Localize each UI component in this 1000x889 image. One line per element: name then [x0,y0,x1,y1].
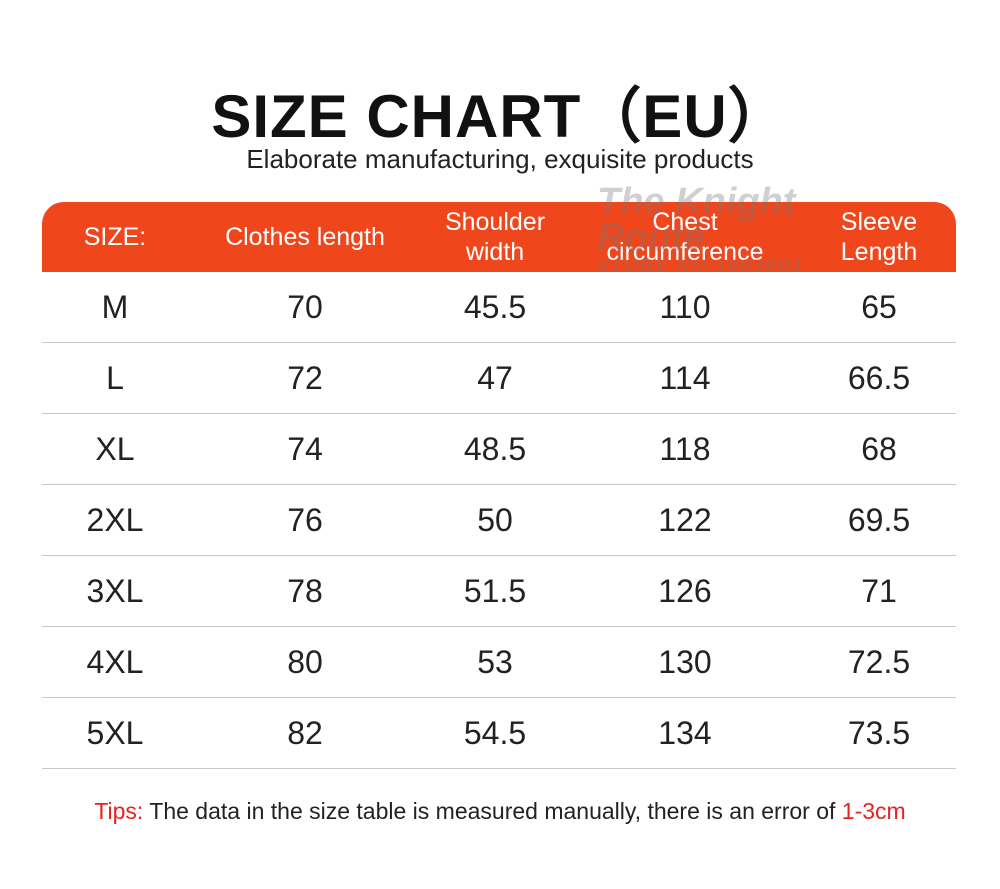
header-chest-circumference: Chest circumference [606,208,764,266]
table-cell: 48.5 [463,430,527,467]
table-row: M 70 45.5 110 65 [42,272,956,343]
table-cell: 66.5 [847,359,911,396]
table-cell: 69.5 [847,501,911,538]
table-cell: 134 [658,714,712,751]
table-cell: XL [95,430,135,467]
table-cell: 82 [287,714,323,751]
page-title: SIZE CHART（EU） [211,83,789,150]
table-cell: 68 [861,430,897,467]
table-cell: 72 [287,359,323,396]
table-cell: 73.5 [847,714,911,751]
header-clothes-length: Clothes length [225,223,385,251]
table-cell: 54.5 [463,714,527,751]
table-cell: M [101,288,129,325]
table-cell: 70 [287,288,323,325]
table-row: XL 74 48.5 118 68 [42,414,956,485]
table-cell: 130 [658,643,712,680]
header-sleeve-length: Sleeve Length [840,208,918,266]
tips-text: The data in the size table is measured m… [143,798,842,824]
tips-label: Tips: [94,798,144,824]
table-cell: 110 [659,288,711,325]
table-row: 5XL 82 54.5 134 73.5 [42,698,956,769]
table-cell: 80 [287,643,323,680]
table-row: 2XL 76 50 122 69.5 [42,485,956,556]
table-cell: 126 [658,572,712,609]
page-subtitle: Elaborate manufacturing, exquisite produ… [246,144,754,174]
table-header: The Knight Route STORE NO.5603001 SIZE: … [42,183,956,276]
table-cell: 53 [477,643,513,680]
tips-range: 1-3cm [841,798,906,824]
table-cell: 122 [658,501,712,538]
table-cell: 51.5 [463,572,527,609]
table-cell: 65 [861,288,897,325]
table-cell: 72.5 [847,643,911,680]
table-cell: 74 [287,430,323,467]
table-cell: 71 [861,572,897,609]
table-row: 3XL 78 51.5 126 71 [42,556,956,627]
header-shoulder-width: Shoulder width [444,208,546,266]
table-cell: L [106,359,124,396]
table-cell: 114 [659,359,711,396]
table-cell: 118 [659,430,711,467]
table-cell: 78 [287,572,323,609]
tips-note: Tips: The data in the size table is meas… [0,798,1000,825]
table-row: L 72 47 114 66.5 [42,343,956,414]
header-size: SIZE: [83,223,147,251]
table-cell: 45.5 [463,288,527,325]
table-cell: 5XL [86,714,144,751]
table-cell: 2XL [86,501,144,538]
table-cell: 50 [477,501,513,538]
table-cell: 76 [287,501,323,538]
table-row: 4XL 80 53 130 72.5 [42,627,956,698]
size-table: The Knight Route STORE NO.5603001 SIZE: … [42,183,956,769]
table-cell: 3XL [86,572,144,609]
table-cell: 47 [477,359,513,396]
table-cell: 4XL [86,643,144,680]
